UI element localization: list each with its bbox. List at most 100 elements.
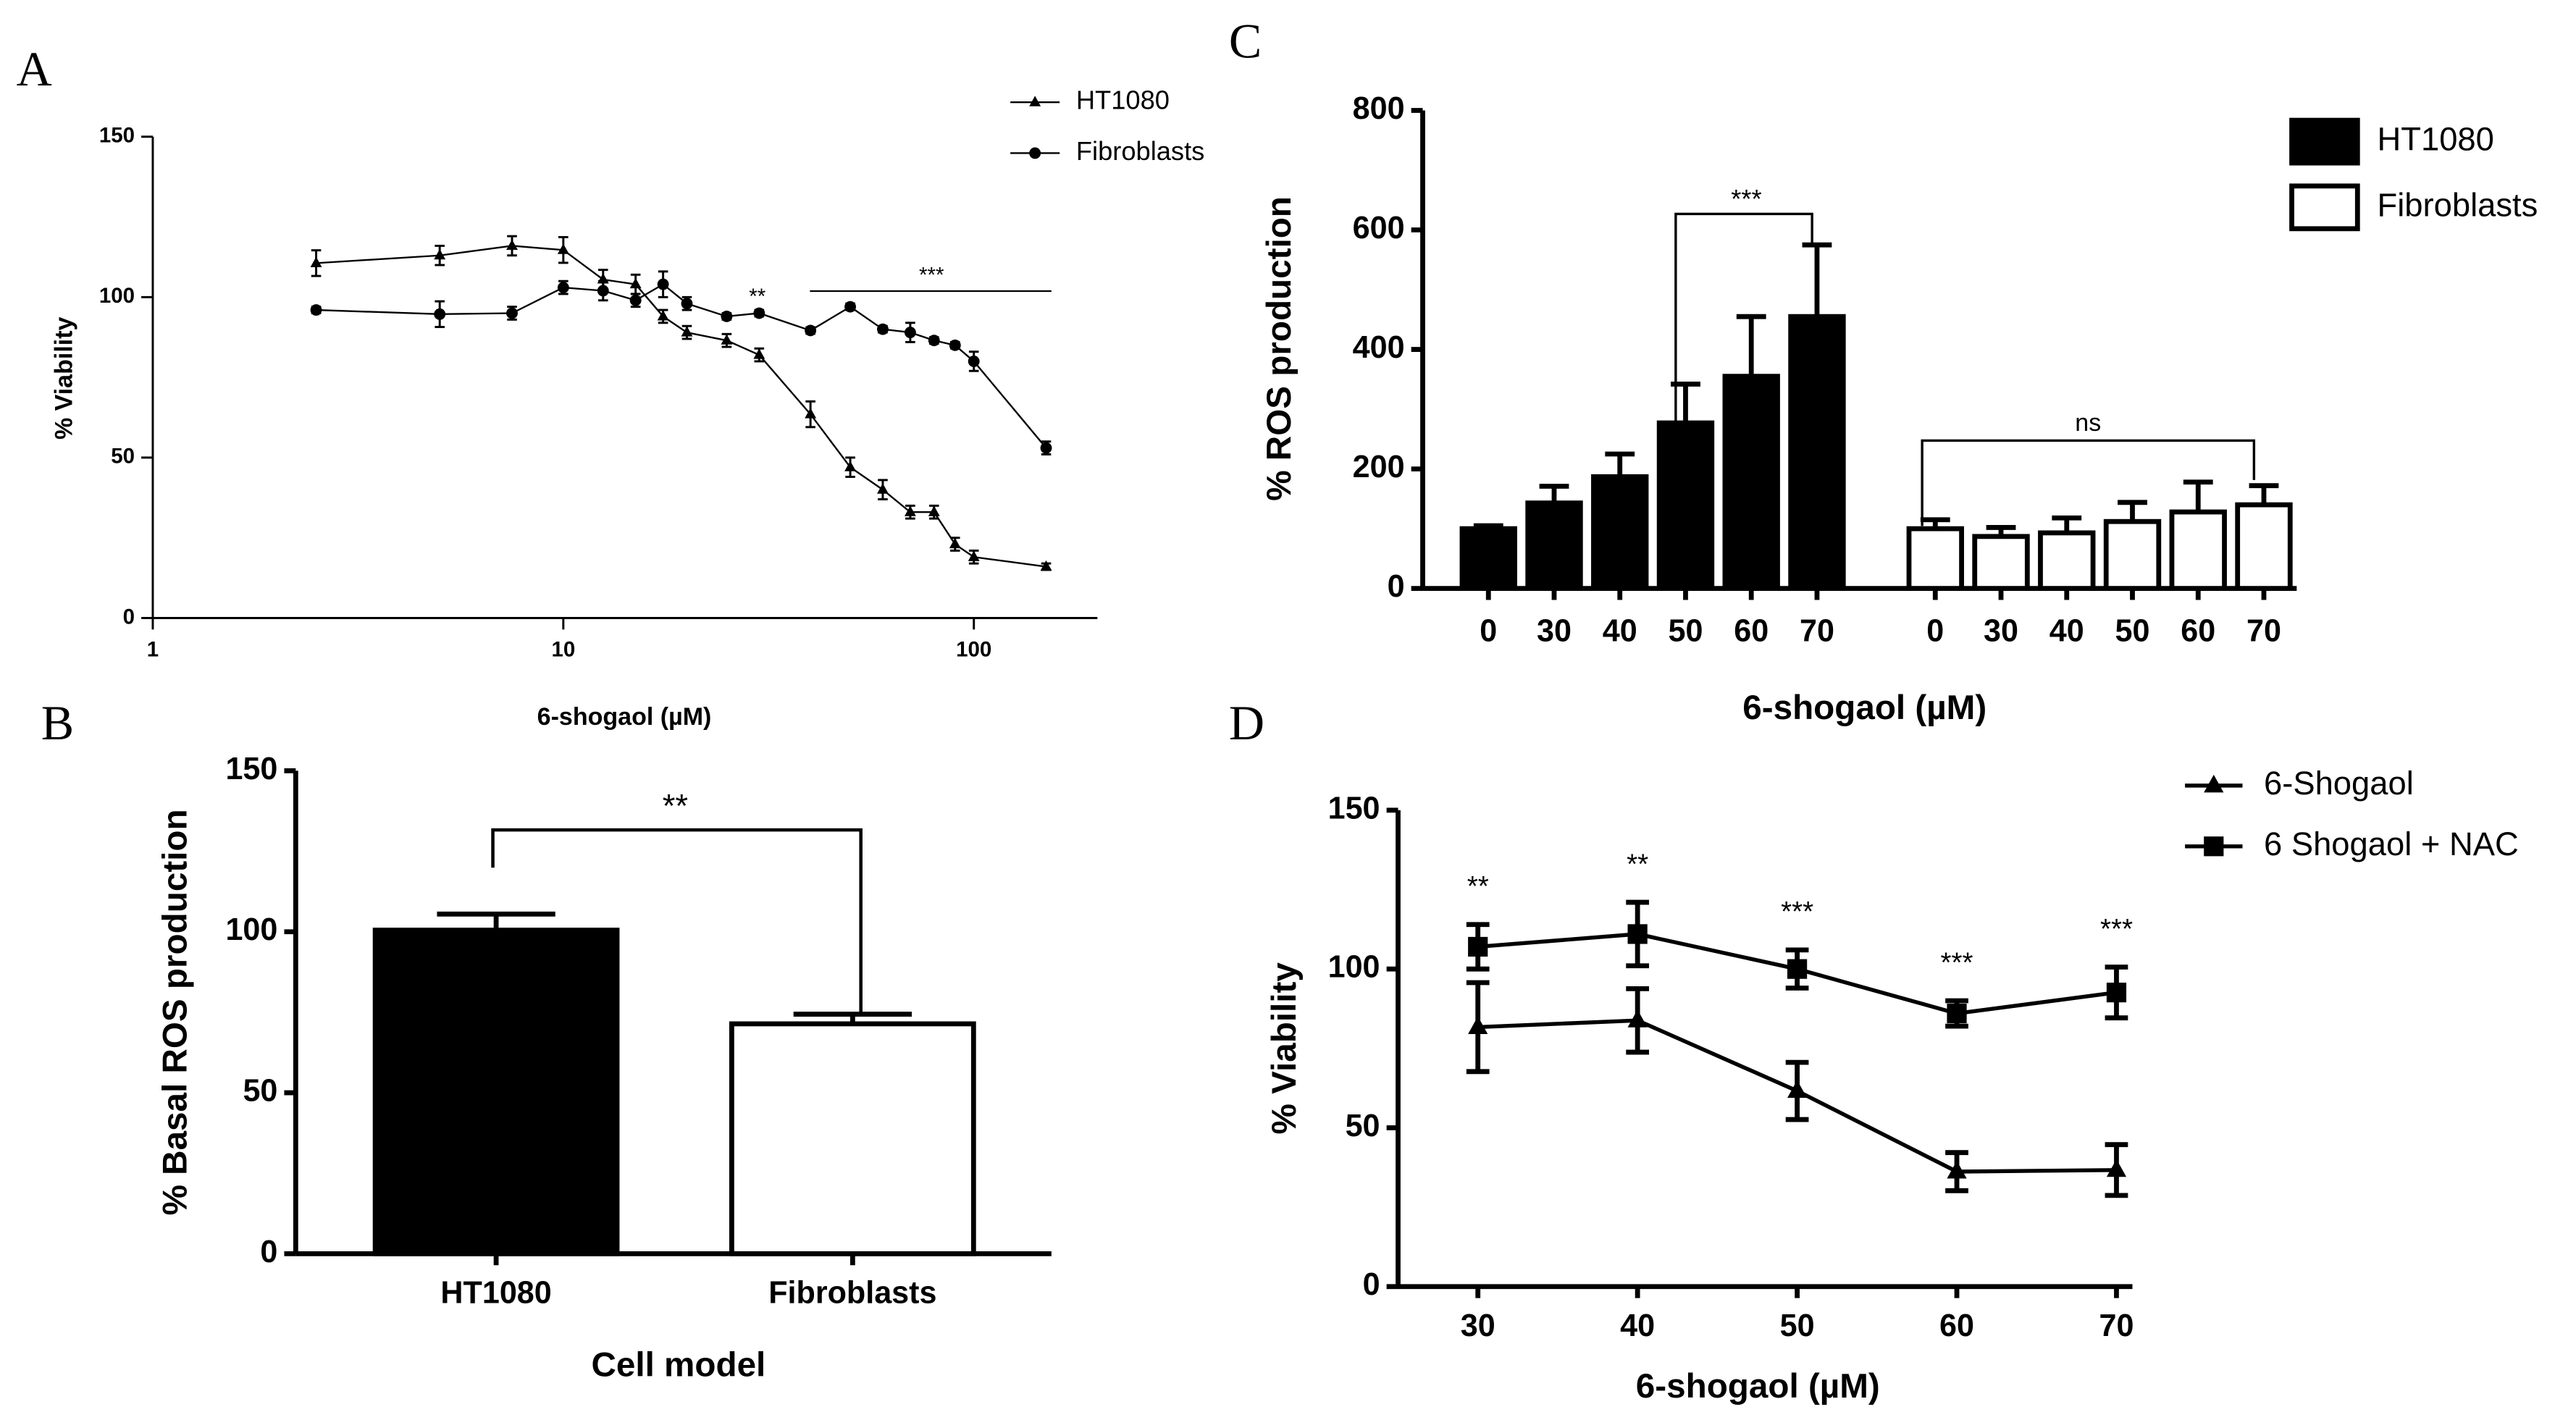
marker: [1627, 924, 1648, 944]
panel-label: B: [41, 695, 74, 750]
x-tick-label: 30: [1537, 613, 1572, 648]
significance-label: ***: [919, 263, 944, 287]
marker: [721, 334, 733, 345]
panel-label: D: [1229, 695, 1264, 750]
marker: [506, 239, 518, 251]
marker: [1468, 936, 1488, 957]
y-tick-label: 600: [1353, 211, 1405, 245]
x-tick-label: 0: [1926, 613, 1944, 648]
significance-label: ***: [1731, 184, 1761, 214]
marker: [681, 298, 693, 310]
panel-label: C: [1229, 14, 1262, 69]
x-tick-label: 40: [1603, 613, 1637, 648]
marker: [657, 310, 669, 321]
x-tick-label: 50: [1669, 613, 1703, 648]
marker: [657, 278, 669, 290]
x-tick-label: 70: [2246, 613, 2281, 648]
marker: [629, 294, 642, 306]
x-axis-label: 6-shogaol (µM): [537, 703, 712, 731]
bracket: [1674, 212, 1813, 477]
marker: [844, 461, 857, 471]
significance-label: **: [663, 788, 688, 825]
series-line: [316, 283, 1047, 449]
x-tick-label: HT1080: [440, 1275, 551, 1310]
legend-label: 6-Shogaol: [2264, 765, 2414, 802]
y-axis-label: % ROS production: [1260, 196, 1299, 501]
marker: [844, 301, 857, 313]
marker: [904, 327, 916, 339]
legend-swatch: [2289, 183, 2360, 232]
marker: [1787, 1080, 1808, 1098]
y-tick-label: 400: [1353, 330, 1405, 365]
y-axis-label: % Viability: [51, 316, 78, 440]
bar: [1972, 534, 2030, 592]
bar: [2103, 518, 2162, 592]
significance-label: ***: [1941, 947, 1973, 978]
x-tick-label: 40: [2050, 613, 2084, 648]
bracket: [1921, 439, 2256, 526]
y-tick-label: 0: [1363, 1267, 1380, 1302]
significance-label: ***: [1781, 896, 1813, 928]
bar: [2169, 509, 2227, 592]
x-axis-label: 6-shogaol (µM): [1636, 1367, 1880, 1406]
x-tick-label: 30: [1461, 1308, 1495, 1343]
y-tick-label: 100: [225, 912, 277, 947]
significance-label: **: [749, 285, 765, 308]
marker: [1029, 96, 1041, 106]
marker: [949, 339, 961, 351]
x-tick-label: 30: [1984, 613, 2018, 648]
marker: [310, 256, 322, 267]
bar: [1459, 526, 1517, 592]
marker: [968, 550, 980, 561]
marker: [1468, 1016, 1488, 1034]
x-tick-label: 10: [551, 638, 575, 662]
y-tick-label: 0: [123, 605, 135, 629]
legend-label: 6 Shogaol + NAC: [2264, 825, 2519, 862]
bracket: [491, 828, 863, 1014]
x-tick-label: Fibroblasts: [768, 1275, 936, 1310]
significance-label: **: [1467, 871, 1489, 902]
y-tick-label: 800: [1353, 91, 1405, 126]
x-axis-label: 6-shogaol (µM): [1742, 689, 1986, 727]
legend-label: HT1080: [1076, 85, 1170, 115]
marker: [1029, 147, 1041, 159]
bar: [1906, 526, 1964, 592]
legend-label: HT1080: [2378, 121, 2494, 158]
marker: [1040, 560, 1052, 571]
bar: [1722, 374, 1780, 592]
marker: [928, 505, 940, 516]
y-tick-label: 0: [1388, 569, 1405, 604]
marker: [629, 277, 642, 289]
panel-label: A: [17, 41, 52, 96]
marker: [2204, 836, 2224, 857]
bar: [1788, 314, 1846, 592]
x-tick-label: 1: [147, 638, 159, 662]
x-tick-label: 70: [1800, 613, 1834, 648]
y-tick-label: 150: [225, 752, 277, 786]
marker: [1787, 959, 1808, 979]
marker: [2106, 1159, 2127, 1177]
x-tick-label: 50: [2115, 613, 2150, 648]
marker: [1947, 1003, 1967, 1024]
y-tick-label: 50: [1346, 1109, 1380, 1143]
y-axis-label: % Basal ROS production: [156, 809, 195, 1215]
marker: [904, 505, 916, 516]
x-tick-label: 60: [1734, 613, 1769, 648]
marker: [681, 326, 693, 337]
marker: [1040, 442, 1052, 454]
y-tick-label: 100: [99, 284, 135, 308]
significance-label: **: [1627, 849, 1648, 880]
bar: [1656, 420, 1715, 592]
marker: [949, 537, 961, 549]
y-tick-label: 150: [99, 124, 135, 148]
marker: [310, 304, 322, 316]
legend-label: Fibroblasts: [2378, 186, 2538, 223]
significance-label: ns: [2075, 409, 2101, 437]
y-tick-label: 100: [1328, 950, 1380, 985]
y-tick-label: 200: [1353, 450, 1405, 484]
x-tick-label: 70: [2099, 1308, 2134, 1343]
x-tick-label: 60: [2181, 613, 2215, 648]
marker: [753, 307, 765, 319]
bar: [2038, 530, 2096, 592]
marker: [506, 307, 518, 319]
